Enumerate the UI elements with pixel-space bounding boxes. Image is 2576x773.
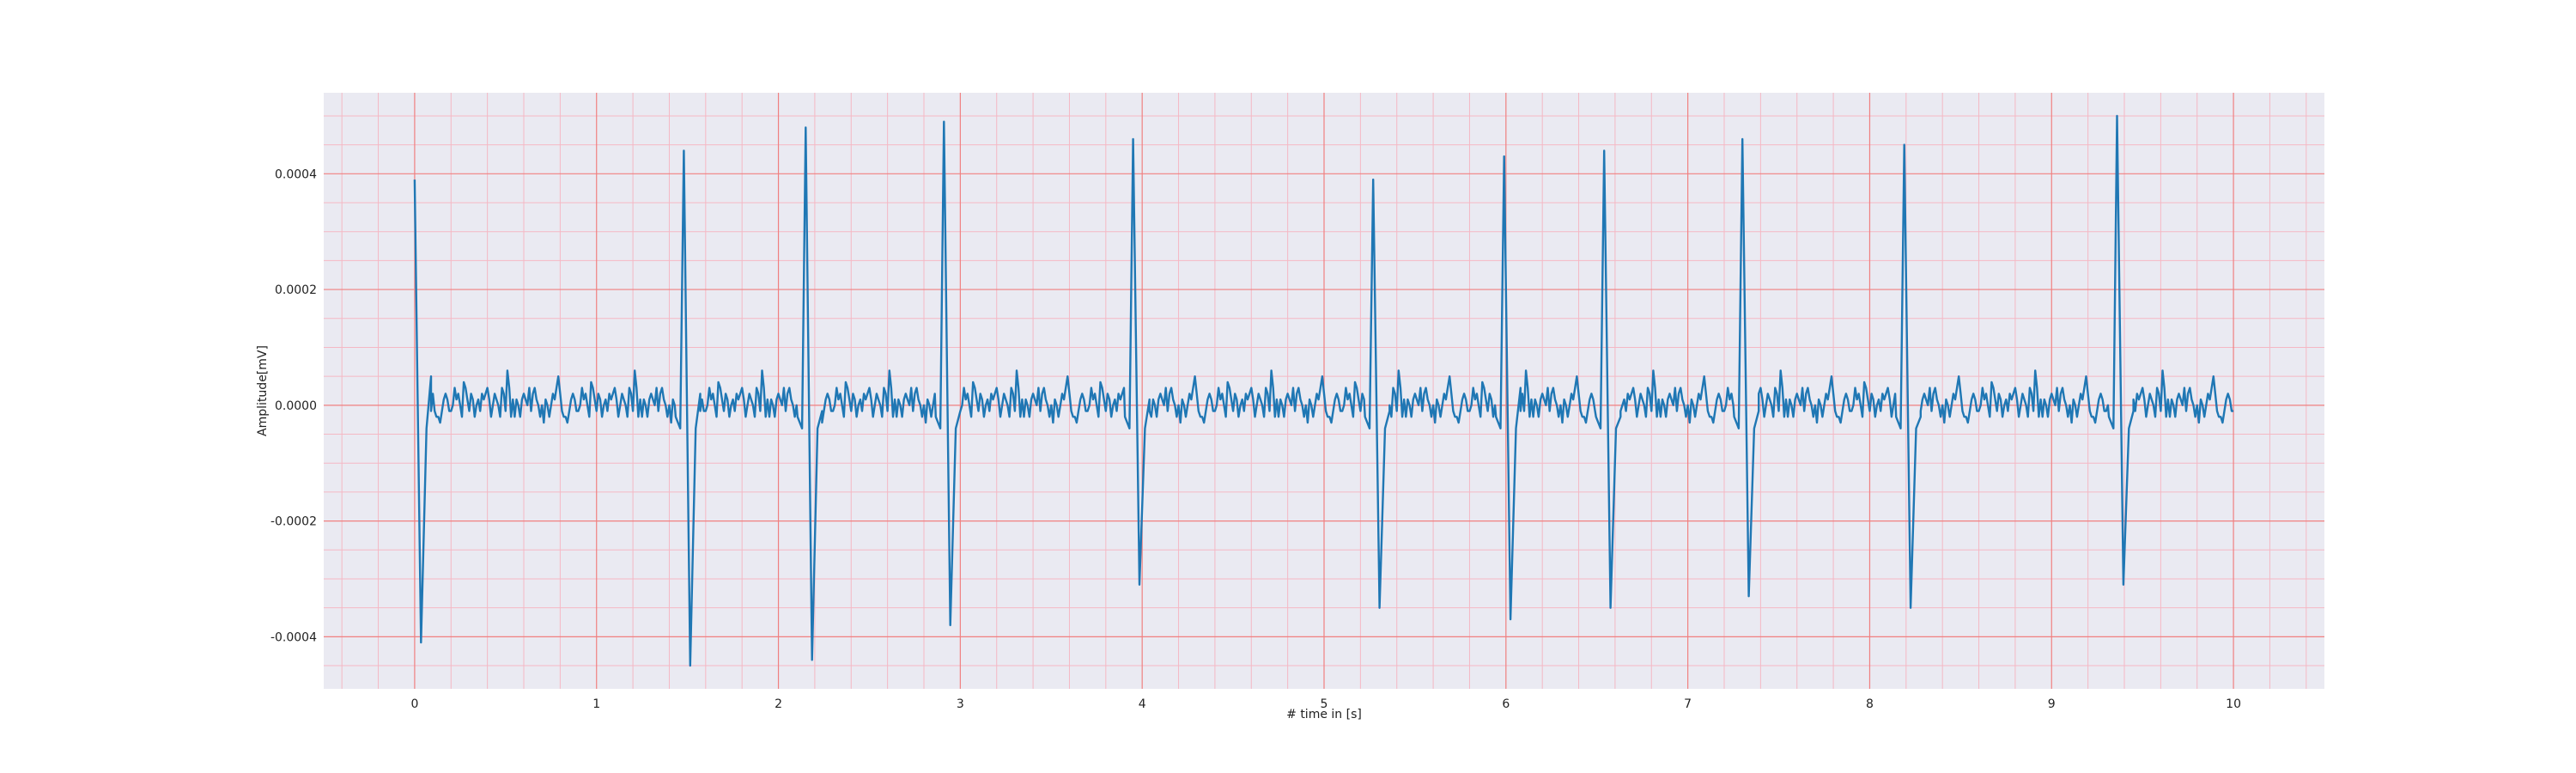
y-tick-label: -0.0002 — [270, 515, 317, 529]
x-tick-label: 5 — [1321, 697, 1328, 711]
x-tick-label: 0 — [410, 697, 418, 711]
x-axis-label: # time in [s] — [1286, 708, 1362, 721]
x-tick-labels: 0 1 2 3 4 5 6 7 8 9 10 — [410, 697, 2241, 711]
x-tick-label: 3 — [957, 697, 964, 711]
x-tick-label: 1 — [592, 697, 600, 711]
major-grid — [324, 93, 2324, 689]
x-tick-label: 6 — [1502, 697, 1510, 711]
y-tick-label: -0.0004 — [270, 630, 317, 644]
y-tick-label: 0.0002 — [275, 283, 317, 297]
x-tick-label: 2 — [775, 697, 782, 711]
y-tick-label: 0.0004 — [275, 167, 317, 181]
x-tick-label: 9 — [2048, 697, 2056, 711]
x-tick-label: 4 — [1139, 697, 1146, 711]
y-tick-labels: 0.0004 0.0002 0.0000 -0.0002 -0.0004 — [270, 167, 317, 644]
y-tick-label: 0.0000 — [275, 399, 317, 413]
y-axis-label: Amplitude[mV] — [256, 345, 270, 436]
x-tick-label: 10 — [2226, 697, 2241, 711]
x-tick-label: 7 — [1684, 697, 1692, 711]
x-tick-label: 8 — [1866, 697, 1874, 711]
ecg-series-line — [413, 114, 2234, 667]
